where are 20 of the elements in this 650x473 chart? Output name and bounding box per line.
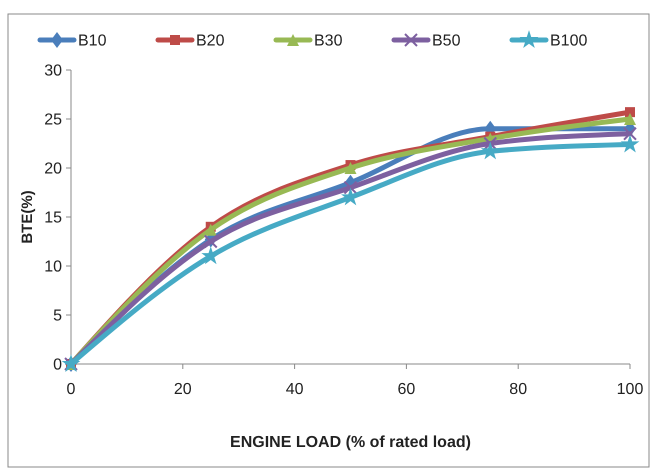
x-tick-label: 0: [66, 381, 76, 398]
y-tick-label: 20: [44, 160, 62, 178]
legend-label: B50: [432, 32, 461, 50]
x-tick-label: 80: [509, 381, 528, 398]
y-axis-title: BTE(%): [19, 190, 36, 244]
y-tick-label: 30: [44, 62, 62, 80]
y-tick-label: 0: [53, 356, 62, 374]
legend-label: B30: [314, 32, 343, 50]
legend-label: B100: [550, 32, 588, 50]
x-axis-title: ENGINE LOAD (% of rated load): [230, 434, 471, 451]
y-tick-label: 5: [53, 308, 62, 325]
y-tick-label: 10: [44, 258, 62, 276]
x-tick-label: 100: [616, 381, 644, 398]
y-tick-label: 25: [44, 112, 62, 129]
x-tick-label: 20: [174, 381, 192, 398]
x-tick-label: 40: [286, 381, 304, 398]
legend-label: B10: [78, 32, 107, 50]
legend-label: B20: [196, 32, 225, 50]
x-tick-label: 60: [398, 381, 416, 398]
y-tick-label: 15: [44, 210, 62, 227]
